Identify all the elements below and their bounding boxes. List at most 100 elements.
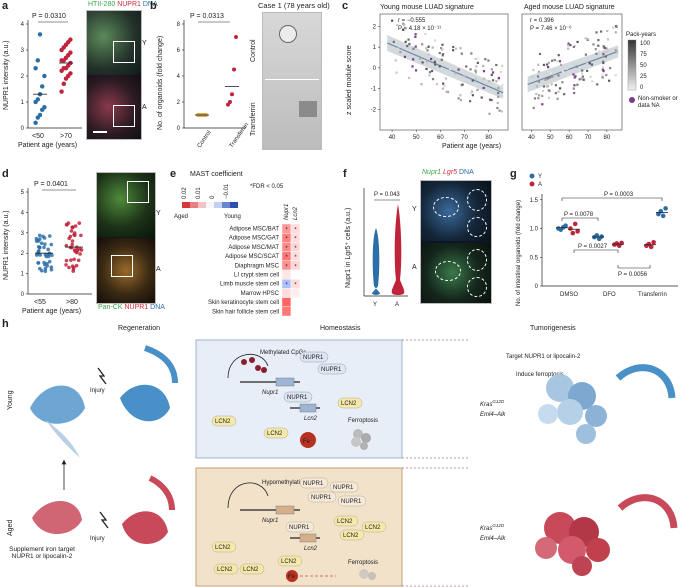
xtick-label: 60	[437, 135, 444, 141]
data-point	[39, 268, 44, 273]
data-point	[420, 83, 423, 86]
panel-a-stain-labels: HTII-280 NUPR1 DNA	[88, 1, 158, 8]
panel-d-xcat-0: <55	[34, 299, 46, 306]
panel-d-row-a: A	[156, 266, 161, 273]
fit-line	[387, 42, 504, 94]
data-point	[461, 83, 464, 86]
data-point	[430, 69, 434, 73]
svg-text:NUPR1: NUPR1	[341, 499, 362, 505]
data-point	[616, 51, 619, 54]
data-point	[79, 233, 83, 238]
data-point	[474, 69, 477, 72]
data-point	[424, 32, 427, 35]
data-point	[430, 57, 433, 61]
h-young-regeneration-organoids	[30, 345, 178, 458]
data-point	[537, 70, 540, 73]
data-point	[567, 42, 570, 45]
data-point	[61, 81, 67, 87]
data-point	[497, 86, 500, 90]
data-point	[35, 97, 41, 102]
data-point	[474, 71, 478, 74]
scale-tick: 0.01	[196, 187, 202, 199]
heatmap-cell	[281, 269, 292, 280]
data-point	[608, 79, 611, 82]
data-point	[412, 58, 415, 61]
data-point	[614, 49, 617, 52]
data-point	[499, 71, 503, 74]
data-point	[443, 84, 446, 88]
data-point	[570, 230, 576, 236]
data-point	[601, 76, 604, 79]
data-point	[550, 83, 553, 86]
h-lcn2-gene-young: Lcn2	[304, 416, 318, 422]
data-point	[551, 75, 554, 78]
data-point	[457, 97, 460, 100]
data-point	[440, 47, 443, 50]
xtick-label: 70	[461, 135, 468, 141]
heatmap-row-label: LI crypt stem cell	[234, 273, 279, 279]
data-point	[580, 77, 584, 80]
ytick-label: 5	[21, 190, 25, 196]
h-eml4-aged: Eml4–Alk	[480, 536, 506, 542]
panel-a-xcat-1: >70	[60, 133, 72, 140]
data-point	[49, 265, 54, 269]
data-point	[558, 60, 562, 63]
data-point	[67, 265, 71, 270]
data-point	[500, 110, 504, 113]
data-point	[43, 266, 48, 271]
panel-b-case-title: Case 1 (78 years old)	[258, 1, 330, 10]
heatmap-row-label: Marrow HPSC	[241, 291, 280, 297]
xtick-label: 60	[566, 135, 573, 141]
data-point	[442, 82, 445, 85]
data-point	[572, 73, 575, 76]
data-point	[42, 245, 46, 250]
crypt-outline	[467, 189, 487, 211]
data-point	[441, 43, 444, 46]
h-nupr1-gene-aged: Nupr1	[262, 518, 278, 524]
data-point	[602, 53, 605, 56]
data-point	[603, 46, 606, 50]
data-point	[541, 103, 544, 106]
data-point	[43, 253, 48, 257]
data-point	[597, 39, 600, 42]
data-point	[43, 242, 47, 246]
panel-d-row-y: Y	[156, 210, 161, 217]
panel-c-left-p: P = 4.18 × 10⁻¹¹	[398, 26, 441, 32]
data-point	[604, 55, 607, 58]
data-point	[42, 236, 47, 240]
xtick-label: 40	[528, 135, 535, 141]
panel-e-fdr: *FDR < 0.05	[250, 184, 284, 190]
data-point	[457, 68, 460, 71]
panel-g-p3: P = 0.0056	[618, 272, 648, 278]
data-point	[394, 59, 397, 62]
data-point	[488, 80, 491, 83]
xtick-label: 40	[389, 135, 396, 141]
data-point	[35, 58, 41, 63]
svg-text:LCN2: LCN2	[281, 559, 297, 565]
data-point	[475, 65, 478, 68]
data-point	[601, 65, 605, 69]
data-point	[428, 74, 431, 77]
data-point	[575, 65, 578, 68]
panel-a-xcat-0: <50	[32, 133, 44, 140]
svg-text:LCN2: LCN2	[365, 525, 381, 531]
panel-d-stain-labels: Pan-CK NUPR1 DNA	[98, 304, 165, 311]
h-supplement-text: Supplement iron target NUPR1 or lipocali…	[9, 546, 75, 560]
data-point	[483, 77, 486, 80]
data-point	[47, 259, 52, 264]
data-point	[428, 71, 432, 74]
data-point	[69, 245, 74, 250]
panel-b-micrograph	[262, 12, 322, 150]
data-point	[463, 74, 466, 78]
data-point	[50, 253, 54, 258]
data-point	[612, 26, 615, 29]
data-point	[601, 68, 605, 71]
fit-line	[527, 50, 619, 85]
h-injury-young: Injury	[90, 388, 105, 394]
data-point	[488, 112, 491, 115]
panel-e-title: MAST coefficient	[190, 171, 243, 178]
data-point	[64, 243, 69, 248]
scale-tick: −0.01	[224, 183, 230, 199]
data-point	[553, 58, 556, 62]
